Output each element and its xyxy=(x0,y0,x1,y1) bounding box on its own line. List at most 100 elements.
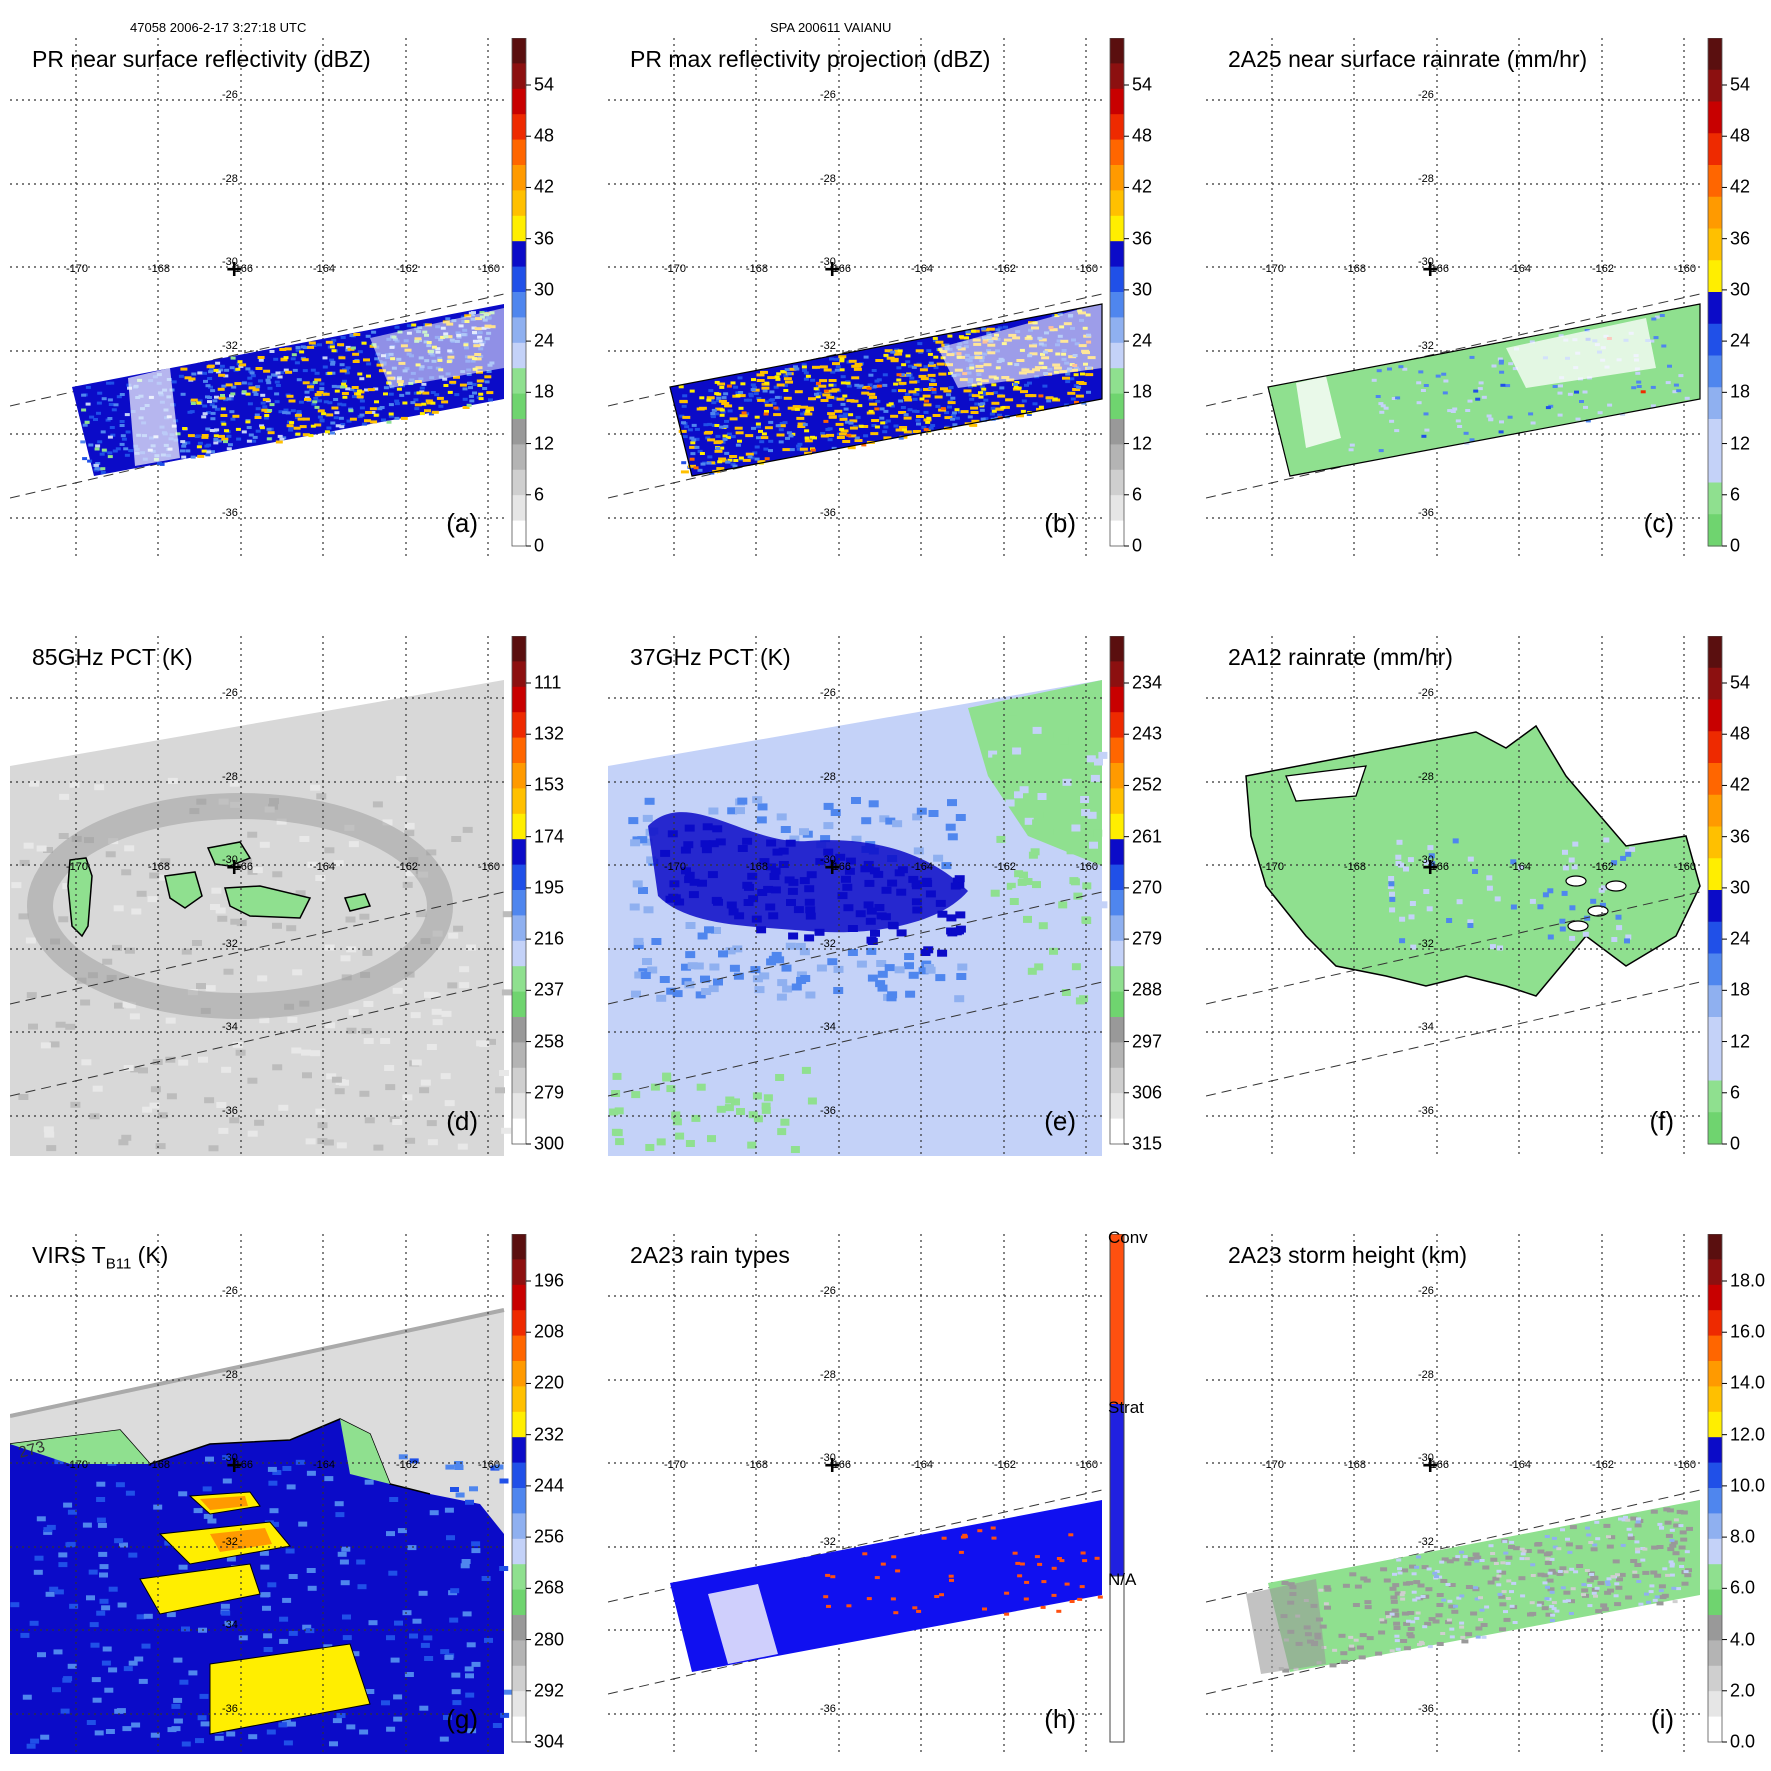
colorbar-tick-label: 48 xyxy=(1730,125,1751,146)
echo-pixel xyxy=(248,433,254,437)
longitude-label: -170 xyxy=(66,861,88,873)
echo-pixel xyxy=(1497,1592,1503,1596)
brightness-pixel xyxy=(165,1017,176,1024)
echo-pixel xyxy=(101,397,107,401)
colorbar-tick-label: 279 xyxy=(1132,928,1163,949)
echo-pixel xyxy=(711,423,717,427)
colorbar-bar xyxy=(1707,38,1727,547)
echo-pixel xyxy=(1403,1646,1411,1651)
echo-pixel xyxy=(1358,1655,1366,1660)
latitude-label: -28 xyxy=(820,771,836,783)
colorbar-tick-label: 288 xyxy=(1132,979,1163,1000)
brightness-pixel xyxy=(128,1660,138,1666)
echo-pixel xyxy=(1605,1580,1610,1584)
echo-pixel xyxy=(208,370,214,374)
echo-pixel xyxy=(748,394,754,398)
brightness-pixel xyxy=(752,796,763,804)
echo-pixel xyxy=(1547,1571,1553,1575)
echo-pixel xyxy=(1409,1564,1416,1569)
echo-pixel xyxy=(1349,1644,1355,1648)
echo-pixel xyxy=(760,436,769,440)
brightness-pixel xyxy=(501,1127,512,1134)
echo-pixel xyxy=(873,384,879,388)
echo-pixel xyxy=(1661,344,1667,348)
longitude-label: -166 xyxy=(829,263,851,275)
longitude-label: -162 xyxy=(1592,1459,1614,1471)
brightness-pixel xyxy=(92,1085,103,1092)
echo-pixel xyxy=(1678,1545,1686,1550)
echo-pixel xyxy=(232,414,240,418)
brightness-pixel xyxy=(382,819,393,826)
echo-pixel xyxy=(212,405,218,409)
colorbar-segment xyxy=(512,38,526,64)
brightness-pixel xyxy=(11,882,22,889)
echo-pixel xyxy=(923,418,932,422)
echo-pixel xyxy=(206,365,214,369)
brightness-pixel xyxy=(285,1548,295,1554)
colorbar-segment xyxy=(512,839,526,866)
brightness-pixel xyxy=(402,1094,413,1101)
colorbar-tick-label: 36 xyxy=(1730,228,1751,249)
brightness-pixel xyxy=(195,1738,204,1744)
brightness-pixel xyxy=(501,989,512,996)
panel-g: 273 -26 -28 -30 -32 -34 -36 -170 -168 -166 -164 -16… xyxy=(10,1234,564,1754)
echo-pixel xyxy=(1445,1583,1451,1586)
echo-pixel xyxy=(1364,1605,1372,1610)
echo-pixel xyxy=(1665,1573,1671,1577)
echo-pixel xyxy=(1590,1575,1598,1580)
brightness-pixel xyxy=(357,1584,367,1590)
echo-pixel xyxy=(883,425,889,429)
colorbar-tick-label: 6 xyxy=(1730,484,1741,505)
longitude-label: -170 xyxy=(664,861,686,873)
echo-pixel xyxy=(402,401,408,405)
echo-pixel xyxy=(696,407,705,411)
colorbar-segment xyxy=(512,737,526,764)
echo-pixel xyxy=(882,373,888,377)
echo-pixel xyxy=(840,375,846,379)
echo-pixel xyxy=(711,408,717,412)
brightness-pixel xyxy=(301,1049,311,1056)
brightness-pixel xyxy=(67,1663,77,1669)
colorbar-tick-label: 111 xyxy=(534,672,562,693)
echo-pixel xyxy=(1378,402,1384,406)
panel-h-colorbar: Conv Strat N/A xyxy=(1102,1228,1182,1754)
echo-pixel xyxy=(1070,397,1076,401)
brightness-pixel xyxy=(257,975,268,982)
brightness-pixel xyxy=(612,1072,622,1080)
echo-pixel xyxy=(1428,1617,1436,1622)
echo-pixel xyxy=(350,346,356,350)
echo-pixel xyxy=(1440,1632,1446,1635)
echo-pixel xyxy=(689,445,698,449)
echo-pixel xyxy=(810,448,816,452)
convective-pixel xyxy=(1019,1562,1025,1566)
colorbar-segment xyxy=(1110,636,1124,662)
brightness-pixel xyxy=(1030,980,1040,988)
echo-pixel xyxy=(1606,1577,1612,1581)
echo-pixel xyxy=(1392,1572,1397,1576)
brightness-pixel xyxy=(143,1613,153,1619)
colorbar-tick-label: 48 xyxy=(1730,723,1751,744)
brightness-pixel xyxy=(1073,707,1083,714)
echo-pixel xyxy=(827,438,833,442)
echo-pixel xyxy=(1656,1601,1664,1606)
echo-pixel xyxy=(324,430,330,434)
echo-pixel xyxy=(349,334,355,337)
echo-pixel xyxy=(1452,407,1458,411)
echo-pixel xyxy=(916,422,921,426)
brightness-pixel xyxy=(34,1555,44,1561)
brightness-pixel xyxy=(1014,870,1024,878)
echo-pixel xyxy=(319,382,325,386)
echo-pixel xyxy=(105,418,111,422)
echo-pixel xyxy=(1380,1619,1388,1624)
colorbar-segment xyxy=(1708,1310,1722,1337)
colorbar-segment xyxy=(512,813,526,840)
brightness-pixel xyxy=(777,979,788,987)
echo-pixel xyxy=(944,343,950,347)
echo-pixel xyxy=(843,407,849,411)
echo-pixel xyxy=(295,348,301,352)
lat-lon-grid: -26-28-30-32-34-36-170-168-166-164-162-1… xyxy=(1206,38,1701,558)
longitude-label: -162 xyxy=(994,1459,1016,1471)
echo-pixel xyxy=(383,386,389,390)
longitude-label: -162 xyxy=(396,263,418,275)
no-rain-hole xyxy=(1285,765,1367,802)
